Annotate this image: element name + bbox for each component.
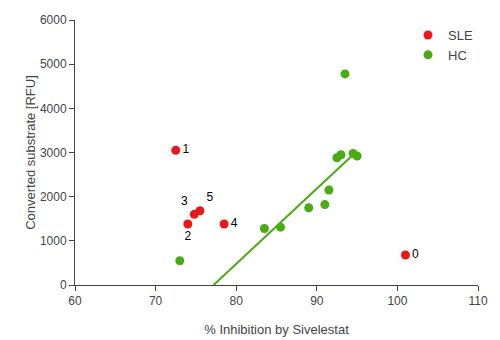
svg-text:60: 60 <box>68 294 82 308</box>
svg-text:110: 110 <box>468 294 487 308</box>
svg-text:90: 90 <box>310 294 324 308</box>
svg-text:4000: 4000 <box>40 102 67 116</box>
svg-text:2000: 2000 <box>40 190 67 204</box>
svg-text:% Inhibition by Sivelestat: % Inhibition by Sivelestat <box>204 322 349 337</box>
svg-text:3000: 3000 <box>40 146 67 160</box>
svg-text:5: 5 <box>207 190 214 204</box>
svg-text:0: 0 <box>412 247 419 261</box>
svg-text:Converted substrate [RFU]: Converted substrate [RFU] <box>23 75 38 230</box>
svg-text:2: 2 <box>184 229 191 243</box>
svg-text:6000: 6000 <box>40 13 67 27</box>
svg-text:80: 80 <box>230 294 244 308</box>
svg-text:3: 3 <box>181 194 188 208</box>
svg-text:5000: 5000 <box>40 57 67 71</box>
svg-text:HC: HC <box>448 48 467 63</box>
svg-text:1: 1 <box>182 142 189 156</box>
svg-text:70: 70 <box>149 294 163 308</box>
svg-text:1000: 1000 <box>40 234 67 248</box>
svg-text:4: 4 <box>231 216 238 230</box>
svg-text:SLE: SLE <box>448 28 473 43</box>
svg-text:100: 100 <box>387 294 407 308</box>
svg-text:0: 0 <box>60 278 67 292</box>
